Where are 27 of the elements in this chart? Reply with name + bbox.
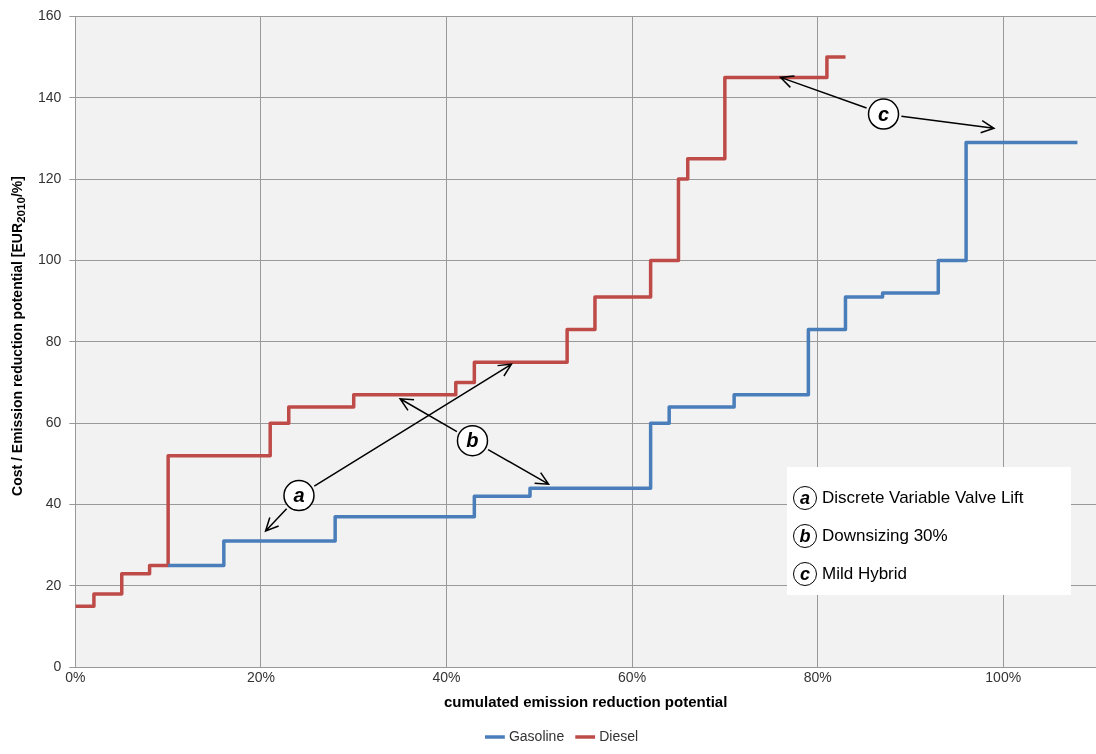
annotation: Mild Hybrid [822,564,908,584]
y-tick-label: 20 [45,576,62,593]
x-tick-label: 80% [803,669,832,686]
text: a [799,487,810,508]
x-tick-label: 100% [985,669,1022,686]
text: c [799,563,810,584]
y-tick-label: 140 [38,88,62,105]
annotation: b [466,429,479,452]
y-tick-label: 40 [45,495,62,512]
y-tick-label: 0 [53,658,62,675]
x-tick-label: 60% [618,669,647,686]
legend-label: Diesel [599,727,639,744]
y-tick-label: 60 [45,414,62,431]
annotation: a [293,484,305,507]
annotation: Downsizing 30% [822,526,948,546]
x-tick-label: 20% [246,669,275,686]
annotation: Discrete Variable Valve Lift [822,488,1024,508]
x-tick-label: 40% [432,669,461,686]
legend-label: Gasoline [508,727,565,744]
y-tick-label: 100 [38,251,62,268]
text: b [799,525,811,546]
y-tick-label: 120 [38,169,62,186]
y-tick-label: 80 [45,332,62,349]
annotation: c [877,102,890,125]
x-axis-title: cumulated emission reduction potential [443,693,728,711]
x-tick-label: 0% [65,669,86,686]
y-tick-label: 160 [38,7,62,24]
